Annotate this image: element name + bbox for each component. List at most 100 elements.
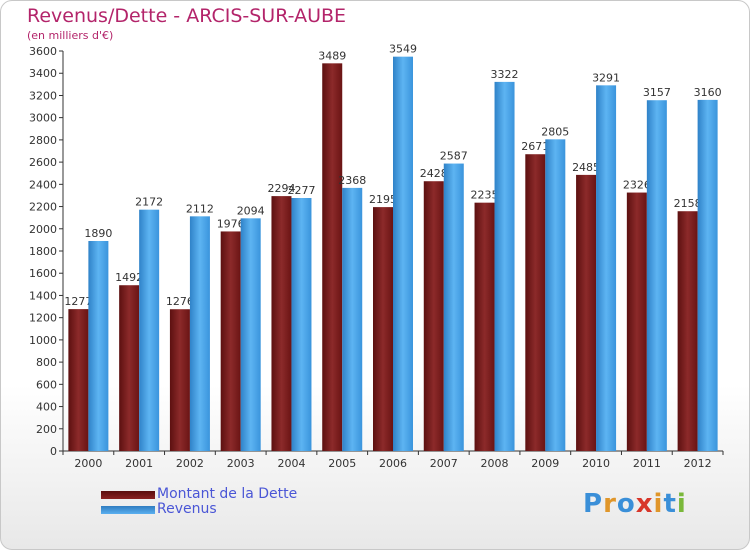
y-tick-label: 1600 [29, 267, 57, 280]
legend-swatch-revenus [101, 505, 155, 514]
y-tick-label: 1200 [29, 312, 57, 325]
x-tick-label: 2000 [74, 457, 102, 470]
value-label-dette: 1492 [115, 271, 143, 284]
value-label-revenus: 3549 [389, 43, 417, 56]
value-label-dette: 2485 [572, 161, 600, 174]
bar-revenus [88, 241, 109, 451]
value-label-dette: 2158 [674, 197, 702, 210]
y-tick-label: 3000 [29, 112, 57, 125]
x-tick-label: 2009 [531, 457, 559, 470]
y-tick-label: 800 [36, 356, 57, 369]
legend-item-dette: Montant de la Dette [101, 487, 297, 502]
value-label-dette: 2326 [623, 179, 651, 192]
value-label-revenus: 3291 [592, 71, 620, 84]
bar-dette [271, 196, 292, 451]
logo-letter: r [603, 489, 617, 519]
logo-letter: t [663, 489, 677, 519]
x-tick-label: 2005 [328, 457, 356, 470]
bar-dette [68, 309, 89, 451]
bar-revenus [139, 209, 160, 451]
value-label-revenus: 2112 [186, 202, 214, 215]
value-label-revenus: 2094 [237, 204, 265, 217]
value-label-revenus: 3160 [694, 86, 722, 99]
bar-dette [322, 63, 343, 451]
bar-dette [525, 154, 546, 451]
logo-letter: i [676, 489, 687, 519]
x-tick-label: 2001 [125, 457, 153, 470]
bar-dette [677, 211, 698, 451]
y-tick-label: 2400 [29, 178, 57, 191]
x-tick-label: 2010 [582, 457, 610, 470]
value-label-dette: 2428 [420, 167, 448, 180]
y-tick-label: 2600 [29, 156, 57, 169]
bar-dette [423, 181, 444, 451]
proxiti-logo: Proxiti [583, 489, 687, 519]
bar-revenus [545, 139, 566, 452]
value-label-revenus: 2277 [287, 184, 315, 197]
value-label-dette: 3489 [318, 49, 346, 62]
bar-revenus [494, 81, 515, 451]
x-tick-label: 2004 [277, 457, 305, 470]
y-tick-label: 1000 [29, 334, 57, 347]
logo-letter: o [616, 489, 636, 519]
x-tick-label: 2002 [176, 457, 204, 470]
x-tick-label: 2011 [633, 457, 661, 470]
value-label-dette: 2195 [369, 193, 397, 206]
bar-revenus [342, 187, 363, 451]
x-tick-label: 2006 [379, 457, 407, 470]
x-tick-label: 2007 [430, 457, 458, 470]
bar-revenus [646, 100, 667, 451]
y-tick-label: 3400 [29, 67, 57, 80]
y-tick-label: 600 [36, 378, 57, 391]
bar-revenus [393, 56, 413, 452]
y-tick-label: 2000 [29, 223, 57, 236]
bar-dette [474, 202, 495, 451]
value-label-revenus: 2368 [338, 174, 366, 187]
bar-revenus [189, 216, 210, 451]
value-label-revenus: 2172 [135, 196, 163, 209]
value-label-revenus: 3322 [491, 68, 519, 81]
x-tick-label: 2008 [481, 457, 509, 470]
value-label-dette: 1976 [217, 217, 245, 230]
chart-subtitle: (en milliers d'€) [27, 29, 114, 42]
x-tick-label: 2012 [684, 457, 712, 470]
bar-dette [373, 207, 393, 451]
bar-dette [169, 309, 190, 451]
logo-letter: i [653, 489, 664, 519]
y-tick-label: 1400 [29, 289, 57, 302]
bar-revenus [291, 198, 312, 451]
legend-label-revenus: Revenus [157, 501, 217, 517]
value-label-dette: 2294 [267, 182, 295, 195]
legend-swatch-dette [101, 490, 155, 499]
value-label-dette: 1277 [64, 295, 92, 308]
bar-dette [220, 231, 241, 451]
y-tick-label: 3600 [29, 45, 57, 58]
bar-dette [119, 285, 140, 451]
legend: Montant de la Dette Revenus [101, 487, 297, 517]
x-tick-label: 2003 [227, 457, 255, 470]
value-label-dette: 2235 [471, 189, 499, 202]
y-tick-label: 2800 [29, 134, 57, 147]
logo-letter: x [635, 489, 654, 519]
bar-dette [576, 174, 597, 451]
legend-label-dette: Montant de la Dette [157, 486, 298, 502]
value-label-revenus: 1890 [84, 227, 112, 240]
y-tick-label: 3200 [29, 89, 57, 102]
chart-title: Revenus/Dette - ARCIS-SUR-AUBE [27, 5, 347, 27]
y-tick-label: 400 [36, 401, 57, 414]
bar-revenus [596, 85, 617, 451]
bar-revenus [240, 218, 261, 451]
value-label-revenus: 3157 [643, 86, 671, 99]
bar-revenus [443, 163, 464, 452]
legend-item-revenus: Revenus [101, 502, 297, 517]
y-tick-label: 200 [36, 423, 57, 436]
y-tick-label: 1800 [29, 245, 57, 258]
bar-dette [626, 192, 647, 452]
value-label-dette: 1276 [166, 295, 194, 308]
bar-revenus [697, 99, 718, 451]
y-tick-label: 2200 [29, 201, 57, 214]
value-label-revenus: 2587 [440, 150, 468, 163]
value-label-dette: 2671 [521, 140, 549, 153]
